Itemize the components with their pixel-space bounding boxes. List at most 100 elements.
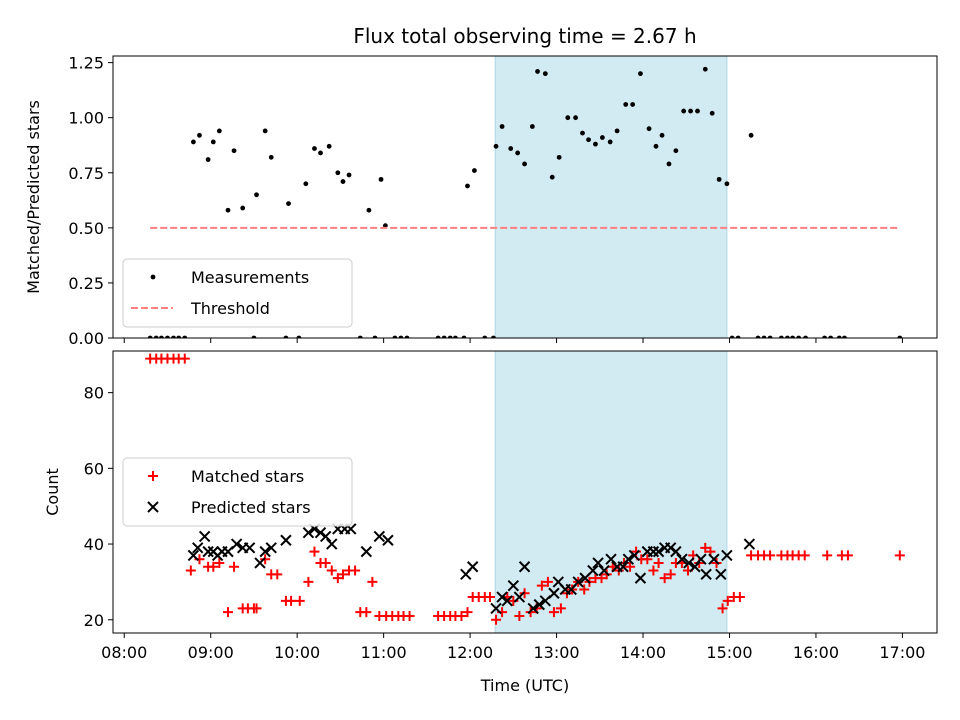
predicted-star-point bbox=[670, 545, 682, 558]
x-tick-label: 13:00 bbox=[534, 643, 580, 662]
legend-label: Threshold bbox=[190, 299, 270, 318]
measurement-point bbox=[653, 143, 659, 149]
measurement-point bbox=[441, 335, 447, 338]
legend-marker bbox=[147, 501, 159, 513]
measurement-point bbox=[556, 154, 562, 160]
predicted-star-point bbox=[715, 568, 727, 581]
measurement-point bbox=[599, 135, 605, 140]
y-axis-label: Matched/Predicted stars bbox=[24, 100, 43, 294]
matched-star-point bbox=[548, 607, 559, 618]
measurement-point bbox=[205, 157, 211, 162]
predicted-star-point bbox=[652, 545, 665, 558]
measurement-point bbox=[755, 335, 761, 338]
measurement-point bbox=[461, 335, 467, 338]
y-tick-label: 80 bbox=[84, 384, 104, 403]
measurement-point bbox=[225, 207, 231, 213]
predicted-star-point bbox=[617, 561, 629, 573]
y-tick-label: 0.50 bbox=[68, 219, 104, 238]
measurement-point bbox=[522, 161, 527, 167]
y-tick-label: 20 bbox=[84, 611, 104, 630]
measurement-point bbox=[709, 110, 715, 116]
measurement-point bbox=[465, 183, 470, 189]
measurement-point bbox=[646, 126, 652, 132]
matched-star-point bbox=[642, 554, 653, 565]
predicted-star-point bbox=[587, 564, 599, 577]
measurement-point bbox=[231, 148, 237, 154]
measurement-point bbox=[435, 335, 441, 338]
predicted-star-point bbox=[598, 564, 610, 577]
predicted-star-point bbox=[265, 542, 277, 554]
matched-star-point bbox=[484, 592, 495, 603]
matched-star-point bbox=[251, 603, 262, 614]
predicted-star-point bbox=[721, 549, 733, 562]
matched-star-point bbox=[765, 550, 776, 561]
predicted-star-point bbox=[683, 557, 695, 569]
matched-star-point bbox=[734, 592, 745, 603]
measurement-point bbox=[614, 128, 620, 134]
x-tick-label: 17:00 bbox=[879, 643, 925, 662]
matched-star-point bbox=[361, 607, 372, 618]
measurement-point bbox=[447, 335, 453, 338]
measurement-point bbox=[153, 335, 159, 338]
predicted-star-point bbox=[373, 530, 386, 543]
measurement-point bbox=[366, 207, 372, 213]
predicted-star-point bbox=[187, 549, 200, 562]
predicted-star-point bbox=[572, 576, 584, 588]
measurement-point bbox=[346, 172, 352, 178]
measurement-point bbox=[748, 132, 754, 138]
x-tick-label: 15:00 bbox=[706, 643, 752, 662]
predicted-star-point bbox=[700, 568, 712, 581]
matched-star-point bbox=[722, 595, 733, 606]
predicted-star-point bbox=[243, 542, 256, 554]
matched-star-point bbox=[326, 565, 337, 576]
predicted-star-point bbox=[501, 595, 513, 607]
measurement-point bbox=[254, 192, 259, 198]
predicted-star-point bbox=[695, 553, 707, 565]
measurement-point bbox=[666, 161, 672, 167]
predicted-star-point bbox=[743, 538, 756, 550]
measurement-point bbox=[165, 335, 170, 338]
matched-star-point bbox=[404, 610, 415, 621]
matched-star-point bbox=[462, 607, 473, 618]
measurement-point bbox=[681, 108, 687, 114]
measurement-point bbox=[796, 335, 802, 338]
predicted-star-point bbox=[230, 538, 243, 550]
measurement-point bbox=[398, 335, 404, 338]
measurement-point bbox=[688, 108, 693, 114]
predicted-star-point bbox=[647, 545, 660, 558]
predicted-star-point bbox=[382, 534, 394, 546]
legend: Measurements Threshold bbox=[122, 258, 353, 328]
measurement-point bbox=[702, 66, 708, 72]
matched-star-point bbox=[700, 542, 711, 553]
predicted-star-point bbox=[192, 542, 204, 554]
measurement-point bbox=[182, 335, 188, 338]
predicted-star-point bbox=[280, 534, 292, 546]
matched-star-point bbox=[536, 580, 547, 591]
predicted-star-point bbox=[708, 553, 720, 565]
measurement-point bbox=[580, 130, 585, 136]
x-tick-label: 10:00 bbox=[274, 643, 320, 662]
measurement-point bbox=[573, 115, 578, 121]
y-tick-label: 0.00 bbox=[68, 329, 104, 348]
matched-star-point bbox=[625, 561, 636, 572]
measurement-point bbox=[803, 335, 808, 338]
predicted-star-point bbox=[326, 538, 338, 550]
matched-star-point bbox=[222, 607, 233, 618]
measurement-point bbox=[586, 137, 591, 143]
measurement-point bbox=[210, 139, 216, 145]
measurement-point bbox=[335, 170, 341, 176]
predicted-star-point bbox=[466, 561, 479, 573]
matched-star-point bbox=[555, 603, 566, 614]
measurement-point bbox=[493, 143, 499, 149]
predicted-star-point bbox=[259, 545, 271, 558]
measurement-point bbox=[549, 174, 555, 180]
measurement-point bbox=[147, 335, 153, 338]
matched-star-point bbox=[337, 569, 348, 580]
y-tick-label: 0.25 bbox=[68, 274, 104, 293]
highlight-span bbox=[494, 55, 728, 339]
measurement-point bbox=[176, 335, 182, 338]
measurement-point bbox=[382, 223, 388, 229]
measurement-point bbox=[767, 335, 773, 338]
matched-star-point bbox=[542, 576, 553, 587]
matched-star-point bbox=[303, 576, 314, 587]
